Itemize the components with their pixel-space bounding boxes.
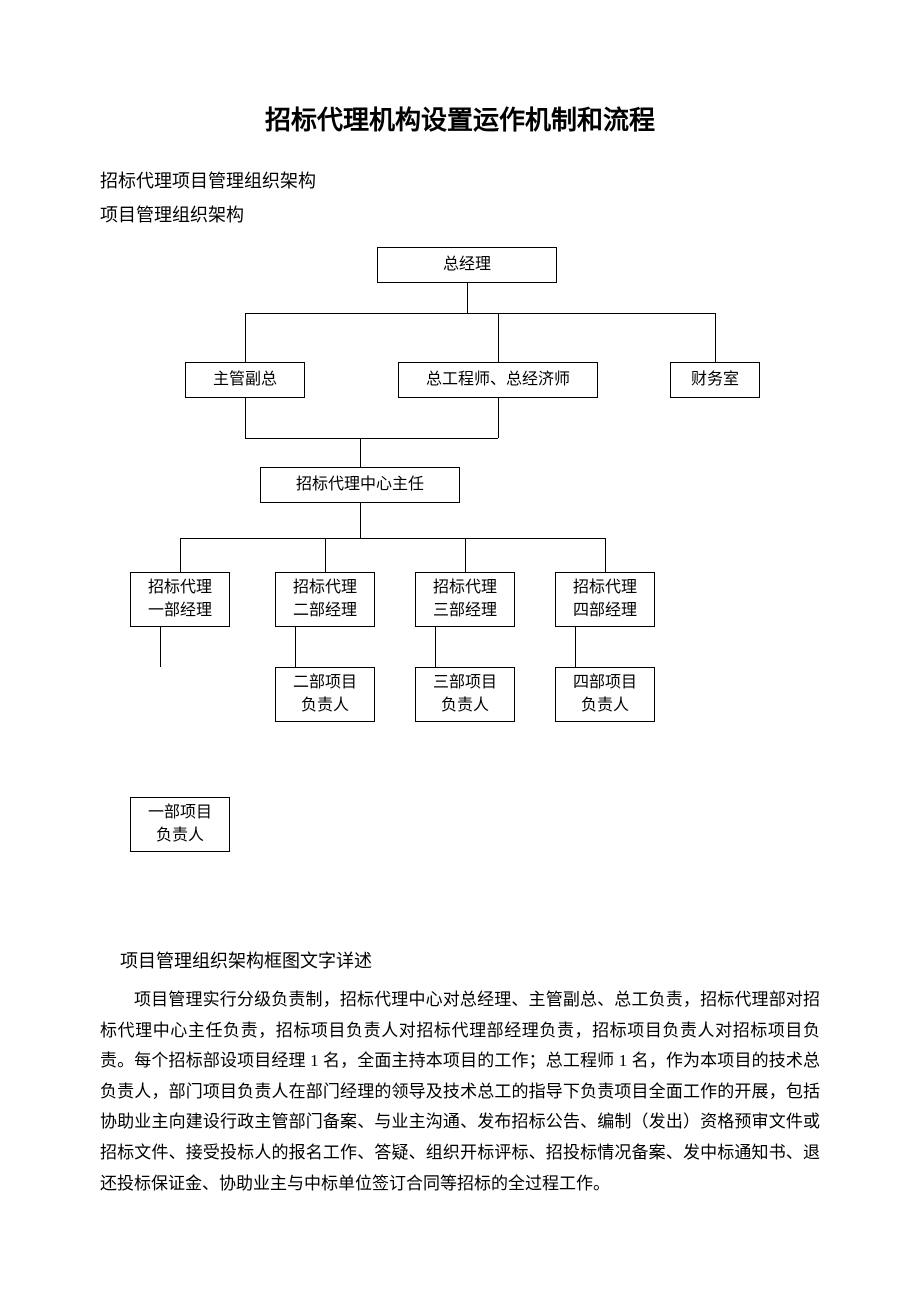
org-node-gm: 总经理 [377, 247, 557, 283]
org-edge-14 [605, 538, 606, 572]
org-node-center_dir: 招标代理中心主任 [260, 467, 460, 503]
subtitle-1: 招标代理项目管理组织架构 [100, 167, 840, 193]
subtitle-2: 项目管理组织架构 [100, 201, 840, 227]
org-node-chief_eng: 总工程师、总经济师 [398, 362, 598, 398]
org-node-d4_mgr: 招标代理 四部经理 [555, 572, 655, 627]
org-node-d2_head: 二部项目 负责人 [275, 667, 375, 722]
org-edge-6 [498, 398, 499, 438]
org-edge-16 [295, 627, 296, 667]
org-edge-4 [715, 313, 716, 362]
org-node-d1_mgr: 招标代理 一部经理 [130, 572, 230, 627]
org-edge-15 [160, 627, 161, 667]
org-edge-18 [575, 627, 576, 667]
page-title: 招标代理机构设置运作机制和流程 [80, 100, 840, 137]
org-edge-3 [498, 313, 499, 362]
org-edge-17 [435, 627, 436, 667]
org-node-d2_mgr: 招标代理 二部经理 [275, 572, 375, 627]
org-edge-2 [245, 313, 246, 362]
org-edge-5 [245, 398, 246, 438]
org-node-d1_head: 一部项目 负责人 [130, 797, 230, 852]
org-chart: 总经理主管副总总工程师、总经济师财务室招标代理中心主任招标代理 一部经理招标代理… [80, 247, 840, 947]
org-edge-12 [325, 538, 326, 572]
org-node-deputy: 主管副总 [185, 362, 305, 398]
org-node-d3_mgr: 招标代理 三部经理 [415, 572, 515, 627]
org-node-finance: 财务室 [670, 362, 760, 398]
org-edge-0 [467, 283, 468, 313]
org-edge-1 [245, 313, 715, 314]
org-node-d4_head: 四部项目 负责人 [555, 667, 655, 722]
org-edge-13 [465, 538, 466, 572]
org-node-d3_head: 三部项目 负责人 [415, 667, 515, 722]
org-edge-11 [180, 538, 181, 572]
org-edge-8 [360, 438, 361, 467]
description-body: 项目管理实行分级负责制，招标代理中心对总经理、主管副总、总工负责，招标代理部对招… [100, 985, 820, 1199]
org-edge-7 [245, 438, 498, 439]
org-edge-10 [180, 538, 605, 539]
description-heading: 项目管理组织架构框图文字详述 [120, 947, 840, 973]
org-edge-9 [360, 503, 361, 538]
